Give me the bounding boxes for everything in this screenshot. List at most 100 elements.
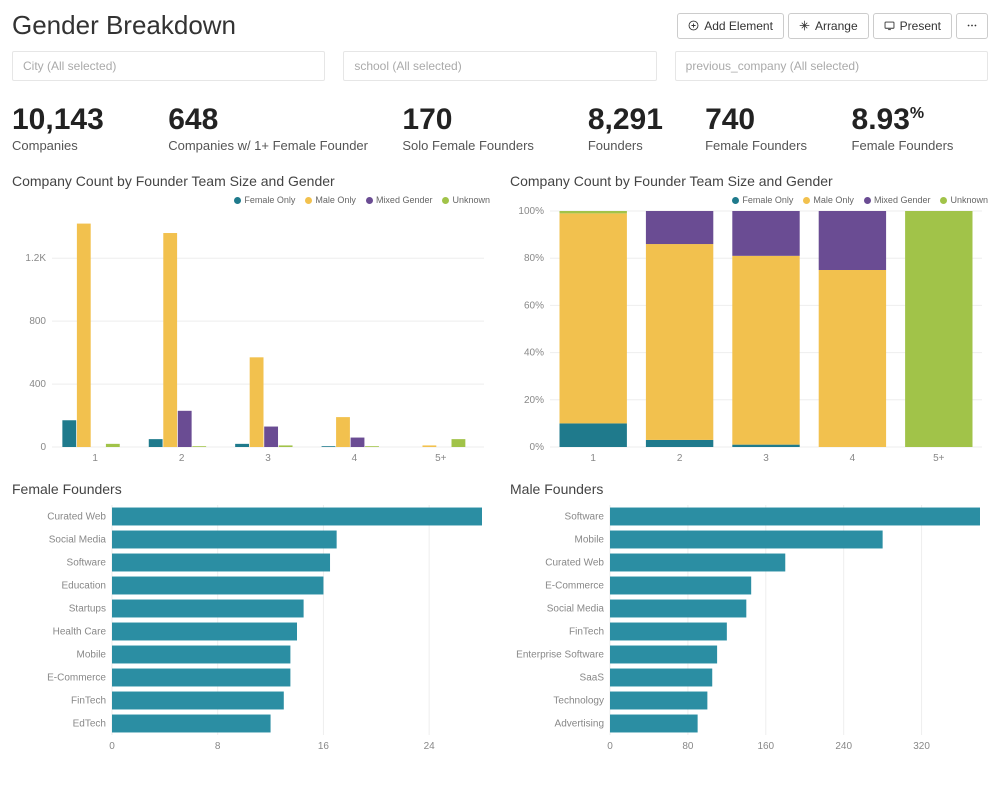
header-buttons: Add Element Arrange Present (677, 13, 988, 39)
male-hbar-title: Male Founders (510, 481, 988, 497)
stacked-chart-title: Company Count by Founder Team Size and G… (510, 173, 988, 189)
kpi-label: Founders (588, 138, 695, 153)
svg-text:Social Media: Social Media (49, 535, 107, 546)
legend-swatch (442, 197, 449, 204)
svg-text:0: 0 (607, 741, 613, 752)
male-hbar-chart: 080160240320SoftwareMobileCurated WebE-C… (510, 503, 988, 753)
stacked-bar-chart: 0%20%40%60%80%100%12345+ (510, 207, 988, 467)
legend-swatch (803, 197, 810, 204)
svg-text:4: 4 (850, 453, 856, 464)
legend-label: Female Only (244, 195, 295, 205)
svg-text:160: 160 (757, 741, 774, 752)
svg-text:24: 24 (424, 741, 436, 752)
svg-text:Technology: Technology (553, 696, 604, 707)
female-hbar-title: Female Founders (12, 481, 490, 497)
svg-text:Health Care: Health Care (53, 627, 107, 638)
legend-label: Unknown (950, 195, 988, 205)
previous-company-filter[interactable]: previous_company (All selected) (675, 51, 988, 81)
kpi-value: 170 (402, 103, 577, 136)
svg-text:1: 1 (92, 453, 98, 464)
ellipsis-icon (965, 20, 979, 31)
svg-text:20%: 20% (524, 395, 544, 406)
legend-item-female_only[interactable]: Female Only (732, 195, 793, 205)
svg-text:1.2K: 1.2K (25, 253, 46, 264)
svg-text:320: 320 (913, 741, 930, 752)
svg-text:60%: 60% (524, 300, 544, 311)
arrange-icon (799, 20, 810, 31)
kpi-value: 10,143 (12, 103, 158, 136)
kpi-value: 648 (168, 103, 392, 136)
svg-text:Software: Software (67, 558, 107, 569)
city-filter[interactable]: City (All selected) (12, 51, 325, 81)
present-icon (884, 20, 895, 31)
svg-text:1: 1 (590, 453, 596, 464)
kpi-5: 8.93% Female Founders (852, 103, 988, 153)
legend-swatch (732, 197, 739, 204)
svg-text:FinTech: FinTech (569, 627, 604, 638)
legend-label: Mixed Gender (376, 195, 433, 205)
legend-item-unknown[interactable]: Unknown (442, 195, 490, 205)
svg-text:0: 0 (109, 741, 115, 752)
svg-text:FinTech: FinTech (71, 696, 106, 707)
page-title: Gender Breakdown (12, 10, 236, 41)
kpi-label: Female Founders (852, 138, 988, 153)
svg-text:5+: 5+ (435, 453, 447, 464)
svg-text:E-Commerce: E-Commerce (47, 673, 106, 684)
svg-text:40%: 40% (524, 348, 544, 359)
legend-item-male_only[interactable]: Male Only (305, 195, 356, 205)
legend-label: Female Only (742, 195, 793, 205)
svg-text:Startups: Startups (69, 604, 106, 615)
svg-text:0: 0 (40, 442, 46, 453)
stacked-chart-legend: Female Only Male Only Mixed Gender Unknown (510, 195, 988, 205)
present-button[interactable]: Present (873, 13, 952, 39)
legend-swatch (366, 197, 373, 204)
grouped-bar-chart: 04008001.2K12345+ (12, 207, 490, 467)
legend-item-mixed[interactable]: Mixed Gender (864, 195, 931, 205)
svg-text:SaaS: SaaS (580, 673, 605, 684)
svg-text:Curated Web: Curated Web (47, 512, 106, 523)
svg-text:EdTech: EdTech (73, 719, 106, 730)
kpi-value: 8.93% (852, 103, 988, 136)
school-filter[interactable]: school (All selected) (343, 51, 656, 81)
kpi-label: Companies w/ 1+ Female Founder (168, 138, 392, 153)
svg-text:240: 240 (835, 741, 852, 752)
svg-text:Curated Web: Curated Web (545, 558, 604, 569)
legend-item-mixed[interactable]: Mixed Gender (366, 195, 433, 205)
kpi-0: 10,143 Companies (12, 103, 158, 153)
arrange-button[interactable]: Arrange (788, 13, 869, 39)
svg-text:Mobile: Mobile (575, 535, 605, 546)
svg-text:4: 4 (352, 453, 358, 464)
svg-text:3: 3 (763, 453, 769, 464)
legend-swatch (234, 197, 241, 204)
legend-swatch (940, 197, 947, 204)
svg-text:Social Media: Social Media (547, 604, 605, 615)
legend-label: Male Only (813, 195, 854, 205)
add-element-label: Add Element (704, 19, 773, 33)
svg-text:400: 400 (29, 379, 46, 390)
kpi-label: Female Founders (705, 138, 841, 153)
grouped-chart-title: Company Count by Founder Team Size and G… (12, 173, 490, 189)
female-hbar-chart: 081624Curated WebSocial MediaSoftwareEdu… (12, 503, 490, 753)
legend-label: Unknown (452, 195, 490, 205)
svg-text:100%: 100% (518, 207, 544, 217)
svg-text:Education: Education (62, 581, 106, 592)
kpi-label: Companies (12, 138, 158, 153)
legend-swatch (864, 197, 871, 204)
svg-text:0%: 0% (530, 442, 545, 453)
legend-item-female_only[interactable]: Female Only (234, 195, 295, 205)
present-label: Present (900, 19, 941, 33)
kpi-3: 8,291 Founders (588, 103, 695, 153)
svg-text:E-Commerce: E-Commerce (545, 581, 604, 592)
legend-swatch (305, 197, 312, 204)
add-element-button[interactable]: Add Element (677, 13, 784, 39)
svg-text:80: 80 (682, 741, 694, 752)
kpi-value: 740 (705, 103, 841, 136)
plus-circle-icon (688, 20, 699, 31)
kpi-value: 8,291 (588, 103, 695, 136)
kpi-label: Solo Female Founders (402, 138, 577, 153)
more-button[interactable] (956, 13, 988, 39)
legend-item-male_only[interactable]: Male Only (803, 195, 854, 205)
arrange-label: Arrange (815, 19, 858, 33)
kpi-row: 10,143 Companies 648 Companies w/ 1+ Female… (12, 103, 988, 153)
legend-item-unknown[interactable]: Unknown (940, 195, 988, 205)
